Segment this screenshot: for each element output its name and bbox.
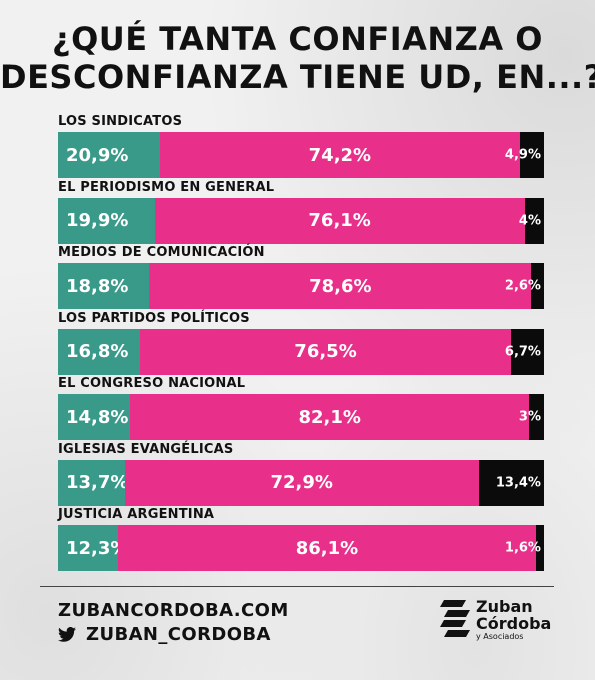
category-label: LOS SINDICATOS (58, 114, 183, 129)
data-label: 12,3% (66, 537, 129, 559)
data-label: 13,4% (495, 475, 541, 490)
bar-segment-distrust: 78,6% (149, 263, 532, 309)
brand-logo: Zuban Córdoba y Asociados (440, 598, 551, 642)
data-label: 4,9% (504, 147, 541, 163)
logo-tagline: y Asociados (476, 632, 524, 641)
bar-segment-nr: 4,9% (505, 132, 544, 178)
website-link[interactable]: ZUBANCORDOBA.COM (58, 600, 289, 621)
data-label: 72,9% (270, 472, 333, 493)
category-label: IGLESIAS EVANGÉLICAS (58, 441, 234, 457)
title-line-2: DESCONFIANZA TIENE UD, EN...? (0, 58, 595, 96)
twitter-bird-icon (58, 627, 76, 642)
bar-segment-distrust: 82,1% (130, 394, 530, 440)
category-label: EL CONGRESO NACIONAL (58, 376, 246, 391)
data-label: 16,8% (66, 341, 129, 362)
data-label: 74,2% (308, 144, 372, 166)
title-line-1: ¿QUÉ TANTA CONFIANZA O (52, 20, 543, 58)
bar-segment-distrust: 74,2% (159, 132, 521, 178)
data-label: 19,9% (66, 210, 129, 231)
data-label: 86,1% (295, 537, 359, 559)
stacked-bar-row: 20,9% 74,2% 4,9% (58, 132, 544, 178)
data-label: 14,8% (66, 406, 129, 428)
page-title: ¿QUÉ TANTA CONFIANZA O DESCONFIANZA TIEN… (0, 20, 595, 96)
footer-divider (40, 586, 554, 587)
data-label: 3% (518, 409, 541, 425)
logo-name-line-1: Zuban (476, 597, 533, 616)
bar-segment-trust: 16,8% (58, 328, 140, 375)
data-label: 6,7% (504, 344, 541, 359)
twitter-handle: ZUBAN_CORDOBA (86, 624, 271, 645)
category-label: JUSTICIA ARGENTINA (58, 507, 215, 522)
bar-segment-nr: 2,6% (505, 263, 544, 309)
bar-segment-trust: 20,9% (58, 132, 160, 178)
bar-segment-trust: 12,3% (58, 525, 128, 571)
stacked-bar-row: 12,3% 86,1% 1,6% (58, 525, 544, 571)
bar-segment-nr: 13,4% (478, 459, 544, 506)
twitter-link[interactable]: ZUBAN_CORDOBA (58, 624, 271, 645)
bar-segment-nr: 1,6% (505, 525, 544, 571)
data-label: 76,5% (294, 341, 357, 362)
data-label: 78,6% (309, 275, 372, 297)
logo-name-line-2: Córdoba (476, 614, 552, 633)
bar-segment-trust: 13,7% (58, 459, 129, 506)
bar-segment-trust: 14,8% (58, 394, 130, 440)
stacked-bar-row: 13,7% 72,9% 13,4% (58, 459, 544, 506)
bar-segment-trust: 18,8% (58, 263, 150, 309)
category-label: EL PERIODISMO EN GENERAL (58, 179, 275, 195)
data-label: 1,6% (504, 540, 541, 556)
data-label: 18,8% (66, 275, 129, 297)
category-label: LOS PARTIDOS POLÍTICOS (58, 310, 250, 326)
stacked-bar-row: 14,8% 82,1% 3% (58, 394, 544, 440)
bar-segment-distrust: 76,1% (154, 197, 525, 244)
data-label: 13,7% (66, 472, 129, 493)
stacked-bar-row: 16,8% 76,5% 6,7% (58, 328, 544, 375)
data-label: 82,1% (298, 406, 361, 428)
bar-segment-trust: 19,9% (58, 197, 155, 244)
data-label: 76,1% (308, 210, 371, 231)
category-label: MEDIOS DE COMUNICACIÓN (58, 245, 265, 260)
data-label: 20,9% (66, 144, 129, 166)
bar-segment-nr: 6,7% (505, 328, 544, 375)
logo-text: Zuban Córdoba y Asociados (476, 598, 551, 642)
bar-segment-distrust: 76,5% (139, 328, 512, 375)
zuban-stripes-logo-icon (440, 600, 470, 637)
stacked-bar-row: 18,8% 78,6% 2,6% (58, 263, 544, 309)
data-label: 4% (518, 213, 541, 228)
bar-segment-distrust: 72,9% (124, 459, 479, 506)
bar-segment-nr: 3% (519, 394, 544, 440)
bar-segment-nr: 4% (519, 197, 544, 244)
bar-segment-distrust: 86,1% (117, 525, 537, 571)
data-label: 2,6% (504, 278, 541, 294)
stacked-bar-row: 19,9% 76,1% 4% (58, 197, 544, 244)
